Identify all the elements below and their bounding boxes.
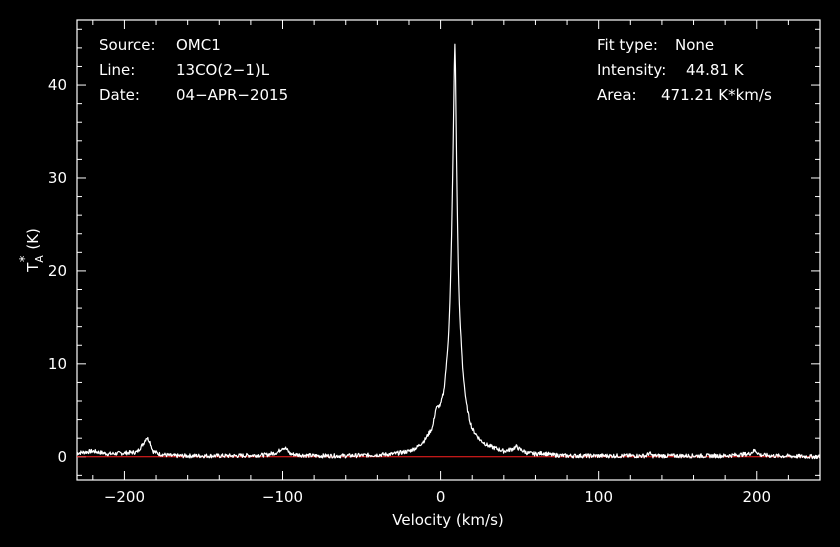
- y-axis-label-main: T: [24, 262, 42, 273]
- x-tick-label: −100: [262, 488, 303, 506]
- fit-type-label: Fit type:: [597, 36, 658, 54]
- x-tick-label: 100: [584, 488, 613, 506]
- source-value: OMC1: [176, 36, 221, 54]
- spectrum-line: [76, 43, 821, 460]
- line-value: 13CO(2−1)L: [176, 61, 270, 79]
- svg-text:TA*(K): TA* (K): [18, 228, 46, 273]
- y-tick-label: 30: [48, 169, 67, 187]
- source-label: Source:: [99, 36, 156, 54]
- x-tick-label: −200: [104, 488, 145, 506]
- fit-type-value: None: [675, 36, 714, 54]
- y-tick-label: 20: [48, 262, 67, 280]
- y-tick-label: 10: [48, 355, 67, 373]
- date-value: 04−APR−2015: [176, 86, 288, 104]
- x-tick-label: 0: [436, 488, 446, 506]
- date-label: Date:: [99, 86, 140, 104]
- plot-frame: [76, 19, 821, 481]
- y-tick-label: 0: [57, 448, 67, 466]
- y-tick-label: 40: [48, 76, 67, 94]
- axis-ticks: −200 −100 0 100 200 0 10 20 30 40: [48, 20, 821, 506]
- y-axis-label-subscript: A: [33, 255, 46, 263]
- x-axis-label: Velocity (km/s): [392, 511, 503, 529]
- y-axis-label: TA* (K): [18, 228, 46, 273]
- y-axis-label-superscript: *: [18, 255, 33, 262]
- line-label: Line:: [99, 61, 135, 79]
- intensity-value: 44.81 K: [686, 61, 745, 79]
- area-label: Area:: [597, 86, 637, 104]
- area-value: 471.21 K*km/s: [661, 86, 772, 104]
- intensity-label: Intensity:: [597, 61, 666, 79]
- y-axis-label-unit: (K): [24, 228, 42, 250]
- x-tick-label: 200: [742, 488, 771, 506]
